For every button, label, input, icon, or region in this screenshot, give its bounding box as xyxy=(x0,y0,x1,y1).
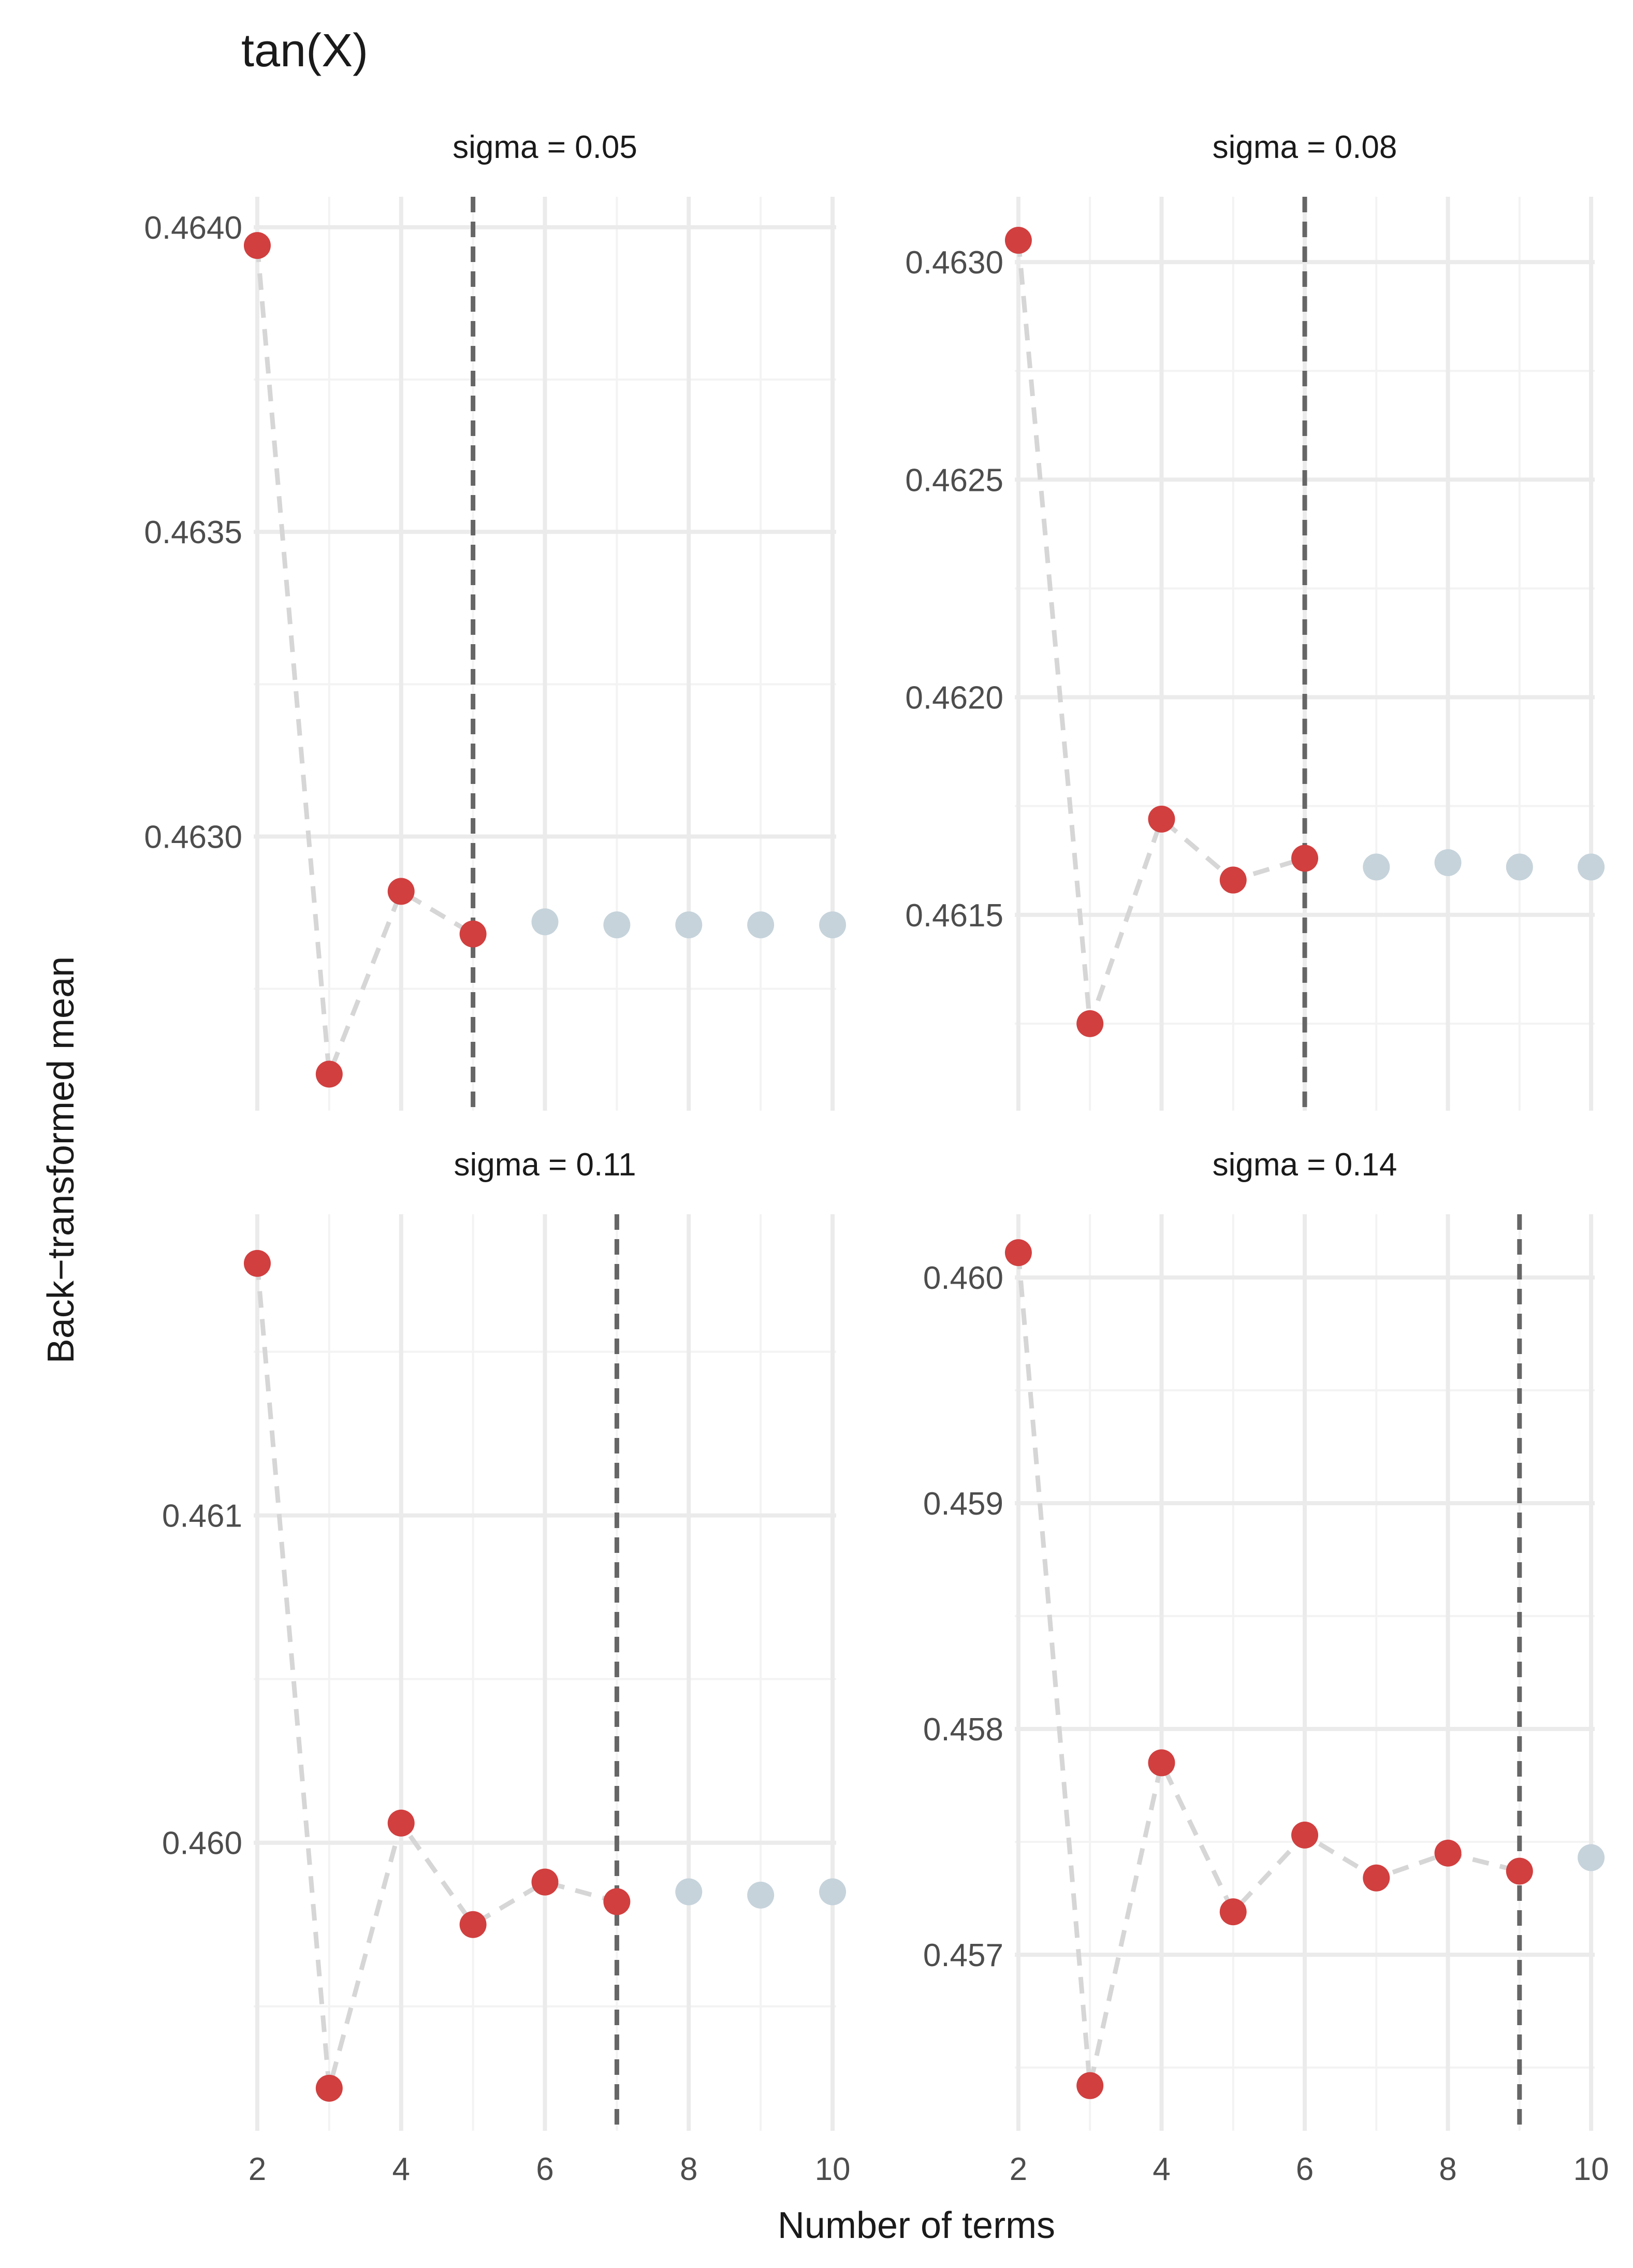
y-tick-label: 0.4630 xyxy=(905,245,1003,281)
data-point-muted xyxy=(531,908,559,936)
x-tick-label: 10 xyxy=(1573,2151,1609,2187)
data-point-highlighted xyxy=(603,1888,631,1915)
data-point-highlighted xyxy=(1076,1010,1104,1037)
data-point-highlighted xyxy=(243,232,271,259)
y-tick-label: 0.457 xyxy=(923,1938,1003,1973)
data-point-highlighted xyxy=(459,920,487,948)
x-tick-label: 4 xyxy=(392,2151,410,2187)
x-tick-label: 10 xyxy=(815,2151,851,2187)
data-point-highlighted xyxy=(1148,1749,1175,1777)
panel-2: 0.4615 0.4620 0.4625 0.4630 sigma = 0.08 xyxy=(905,129,1605,1111)
connector-line xyxy=(255,245,474,1075)
data-point-highlighted xyxy=(531,1868,559,1896)
data-point-highlighted xyxy=(1506,1857,1533,1885)
data-point-muted xyxy=(603,911,631,939)
data-point-highlighted xyxy=(1148,805,1175,833)
strip-label: sigma = 0.05 xyxy=(453,129,637,165)
data-point-highlighted xyxy=(1004,227,1032,254)
strip-label: sigma = 0.08 xyxy=(1213,129,1397,165)
x-tick-label: 6 xyxy=(1296,2151,1314,2187)
y-tick-label: 0.4635 xyxy=(144,515,242,550)
data-point-highlighted xyxy=(387,1809,415,1837)
panel-4: 0.457 0.458 0.459 0.460 sigma = 0.14 2 4 6 8 10 xyxy=(923,1147,1609,2187)
y-tick-label: 0.460 xyxy=(162,1826,242,1862)
data-point-highlighted xyxy=(459,1911,487,1938)
data-point-muted xyxy=(1578,1844,1605,1871)
connector-line xyxy=(1016,1252,1520,2086)
data-point-highlighted xyxy=(1363,1864,1390,1892)
x-tick-label: 6 xyxy=(536,2151,553,2187)
y-tick-label: 0.460 xyxy=(923,1260,1003,1296)
strip-label: sigma = 0.11 xyxy=(454,1147,636,1183)
strip-label: sigma = 0.14 xyxy=(1213,1147,1397,1183)
data-point-highlighted xyxy=(1434,1839,1462,1867)
y-tick-label: 0.4625 xyxy=(905,462,1003,498)
data-point-highlighted xyxy=(315,2074,343,2102)
y-tick-label: 0.458 xyxy=(923,1712,1003,1748)
x-axis-label: Number of terms xyxy=(778,2205,1055,2246)
data-point-muted xyxy=(819,911,847,939)
y-axis-label: Back−transformed mean xyxy=(40,956,82,1363)
y-tick-label: 0.4640 xyxy=(144,210,242,246)
x-tick-label: 4 xyxy=(1153,2151,1170,2187)
chart-title: tan(X) xyxy=(241,25,368,77)
data-point-highlighted xyxy=(1076,2072,1104,2099)
data-point-highlighted xyxy=(1219,866,1247,894)
data-point-highlighted xyxy=(1291,1821,1318,1849)
connector-line xyxy=(1016,240,1306,1025)
y-tick-label: 0.459 xyxy=(923,1486,1003,1522)
data-point-muted xyxy=(675,911,703,939)
data-point-highlighted xyxy=(1291,845,1318,872)
data-point-muted xyxy=(1434,849,1462,876)
panel-1: 0.4630 0.4635 0.4640 sigma = 0.05 xyxy=(144,129,847,1111)
data-point-highlighted xyxy=(243,1249,271,1277)
data-point-muted xyxy=(747,911,775,939)
y-tick-label: 0.4620 xyxy=(905,680,1003,716)
data-point-highlighted xyxy=(315,1060,343,1088)
y-tick-label: 0.461 xyxy=(162,1499,242,1534)
x-tick-label: 2 xyxy=(249,2151,266,2187)
data-point-muted xyxy=(675,1878,703,1906)
data-point-muted xyxy=(1506,853,1533,881)
panel-3: 0.460 0.461 sigma = 0.11 2 4 6 8 10 xyxy=(162,1147,851,2187)
y-tick-label: 0.4615 xyxy=(905,898,1003,934)
data-point-muted xyxy=(1578,853,1605,881)
data-point-muted xyxy=(747,1881,775,1909)
data-point-muted xyxy=(1363,853,1390,881)
data-point-highlighted xyxy=(1219,1898,1247,1926)
x-tick-label: 8 xyxy=(680,2151,697,2187)
x-tick-label: 2 xyxy=(1010,2151,1027,2187)
data-point-muted xyxy=(819,1878,847,1906)
y-tick-label: 0.4630 xyxy=(144,820,242,855)
connector-line xyxy=(255,1263,618,2089)
x-tick-label: 8 xyxy=(1439,2151,1456,2187)
data-point-highlighted xyxy=(387,878,415,905)
data-point-highlighted xyxy=(1004,1239,1032,1267)
